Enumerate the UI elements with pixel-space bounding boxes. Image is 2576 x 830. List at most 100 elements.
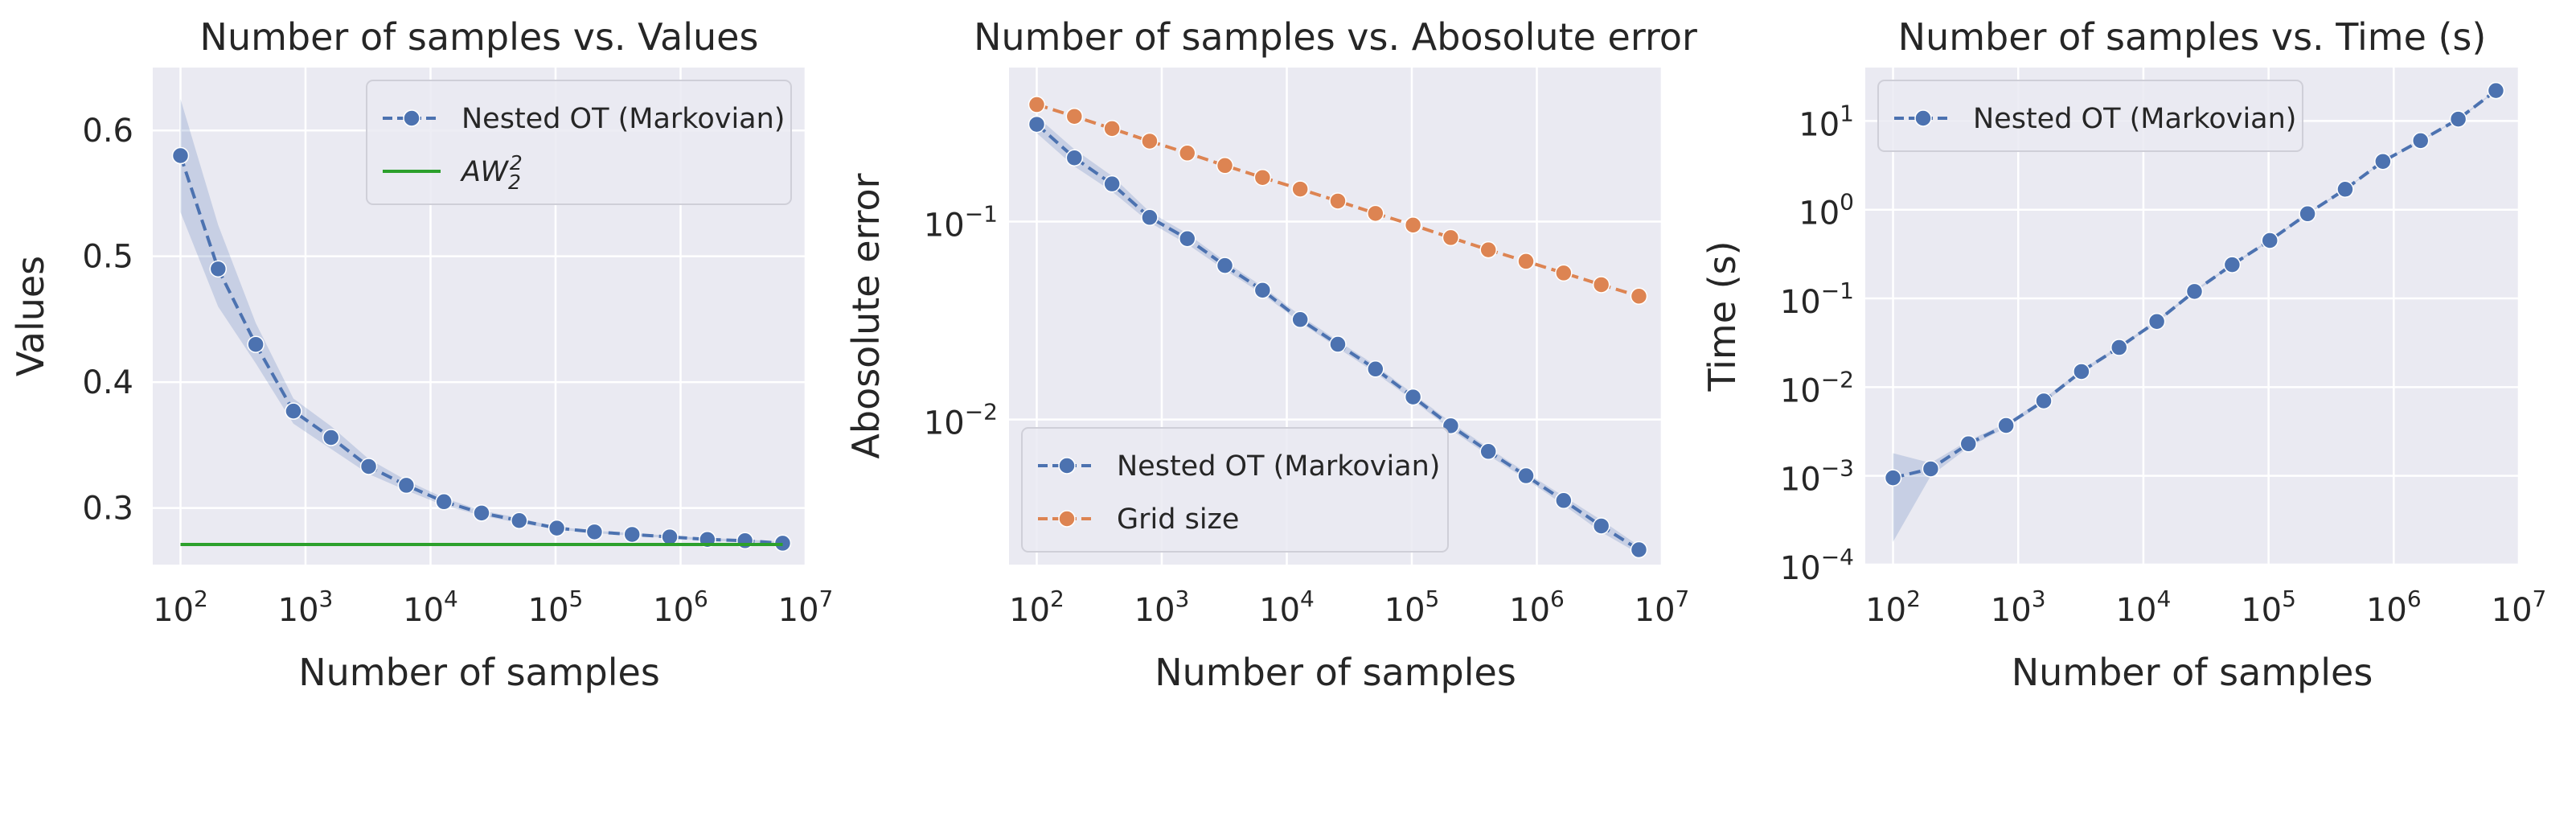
- x-tick-label-base: 10: [1134, 592, 1175, 629]
- data-point: [2449, 110, 2467, 128]
- x-tick-label-base: 10: [1991, 592, 2032, 629]
- legend-box: [1021, 427, 1449, 553]
- legend: Nested OT (Markovian): [1877, 80, 2303, 152]
- x-tick-label-base: 10: [1865, 592, 1906, 629]
- data-point: [2411, 132, 2430, 150]
- x-tick-label-exponent: 7: [2533, 586, 2547, 612]
- x-tick-label-exponent: 5: [2282, 586, 2296, 612]
- y-axis-label: Abosolute error: [844, 173, 888, 458]
- data-point: [1141, 208, 1159, 227]
- y-tick-label: 10−3: [1780, 455, 1854, 499]
- data-point: [1291, 310, 1309, 329]
- data-point: [1291, 180, 1309, 198]
- x-tick-label: 107: [1635, 586, 1690, 629]
- y-tick-label-exponent: −2: [1821, 366, 1854, 392]
- data-point: [2147, 312, 2166, 331]
- data-point: [2110, 339, 2128, 356]
- y-tick-label: 10−1: [924, 201, 998, 244]
- y-tick-label: 0.6: [82, 113, 133, 150]
- data-point: [2035, 392, 2053, 410]
- y-tick-label-base: 10: [1780, 284, 1821, 321]
- x-tick-label-exponent: 3: [1175, 586, 1190, 612]
- legend-label: Nested OT (Markovian): [1117, 450, 1440, 483]
- data-point: [1367, 204, 1384, 223]
- legend-marker: [1914, 109, 1932, 127]
- y-tick-label: 10−1: [1780, 277, 1854, 321]
- data-point: [1141, 132, 1159, 150]
- data-point: [209, 260, 228, 278]
- data-point: [1555, 264, 1573, 282]
- y-axis-label: Values: [9, 256, 52, 376]
- data-point: [1028, 115, 1046, 134]
- y-tick-label: 0.4: [82, 364, 133, 401]
- y-tick-label-exponent: 0: [1840, 189, 1854, 216]
- x-axis-label: Number of samples: [1155, 651, 1516, 694]
- data-point: [1592, 517, 1610, 535]
- x-tick-label-exponent: 4: [444, 586, 458, 612]
- x-tick-label: 102: [1009, 586, 1064, 629]
- y-tick-label: 10−2: [1780, 366, 1854, 409]
- x-tick-label: 106: [653, 586, 708, 629]
- data-point: [1065, 149, 1084, 166]
- y-tick-label: 0.3: [82, 491, 133, 528]
- data-point: [171, 146, 190, 165]
- x-tick-label-exponent: 6: [1550, 586, 1565, 612]
- data-point: [322, 429, 340, 446]
- data-point: [2336, 180, 2354, 199]
- data-point: [1630, 287, 1648, 305]
- data-point: [2261, 232, 2279, 249]
- data-point: [1884, 469, 1902, 487]
- data-point: [473, 504, 490, 522]
- chart-title: Number of samples vs. Time (s): [1898, 15, 2487, 59]
- chart-panel-3: 102 103 104 105 106 10710−410−310−210−1100101…: [1700, 15, 2546, 694]
- x-tick-label-exponent: 5: [569, 586, 584, 612]
- data-point: [511, 512, 528, 529]
- chart-title: Number of samples vs. Values: [200, 15, 759, 59]
- data-point: [1329, 335, 1347, 353]
- series-1: [1884, 81, 2505, 542]
- legend: Nested OT (Markovian) Grid size: [1021, 427, 1449, 553]
- x-tick-label-base: 10: [778, 592, 819, 629]
- x-tick-label: 104: [2116, 586, 2172, 629]
- x-tick-label-base: 10: [1509, 592, 1550, 629]
- x-tick-label-base: 10: [1635, 592, 1676, 629]
- y-tick-label-base: 10: [924, 208, 965, 244]
- legend-label-sup: 2: [510, 151, 523, 175]
- x-tick-label-base: 10: [1259, 592, 1300, 629]
- y-tick-label: 10−4: [1780, 544, 1854, 587]
- legend-box: [1877, 80, 2303, 152]
- x-tick-label: 106: [2366, 586, 2422, 629]
- chart-title: Number of samples vs. Abosolute error: [974, 15, 1697, 59]
- x-tick-label-base: 10: [528, 592, 569, 629]
- data-point: [2223, 256, 2242, 273]
- data-point: [1216, 157, 1234, 175]
- data-point: [1028, 96, 1046, 113]
- legend-label: Nested OT (Markovian): [461, 103, 785, 135]
- y-tick-label-exponent: −4: [1821, 544, 1854, 570]
- data-point: [548, 519, 566, 537]
- x-tick-label: 102: [1865, 586, 1921, 629]
- y-tick-label-base: 10: [1780, 462, 1821, 499]
- data-point: [1517, 253, 1535, 270]
- y-tick-label: 0.5: [82, 239, 133, 276]
- data-point: [1630, 540, 1648, 559]
- series-line: [1036, 103, 1640, 298]
- data-point: [1479, 442, 1497, 461]
- y-tick-label-exponent: −3: [1821, 455, 1854, 482]
- x-axis-label: Number of samples: [298, 651, 660, 694]
- y-tick-label: 101: [1799, 100, 1854, 143]
- data-point: [1103, 120, 1121, 138]
- data-point: [661, 528, 679, 546]
- x-tick-label-exponent: 3: [2032, 586, 2046, 612]
- series-2: [1028, 96, 1648, 305]
- x-axis-label: Number of samples: [2012, 651, 2373, 694]
- y-tick-label-base: 10: [1780, 550, 1821, 587]
- y-tick-label: 100: [1799, 189, 1854, 232]
- data-point: [2185, 282, 2204, 301]
- series-1: [1028, 115, 1648, 559]
- data-point: [585, 523, 604, 541]
- data-point: [1517, 466, 1535, 485]
- legend-label-sub: 2: [508, 171, 521, 194]
